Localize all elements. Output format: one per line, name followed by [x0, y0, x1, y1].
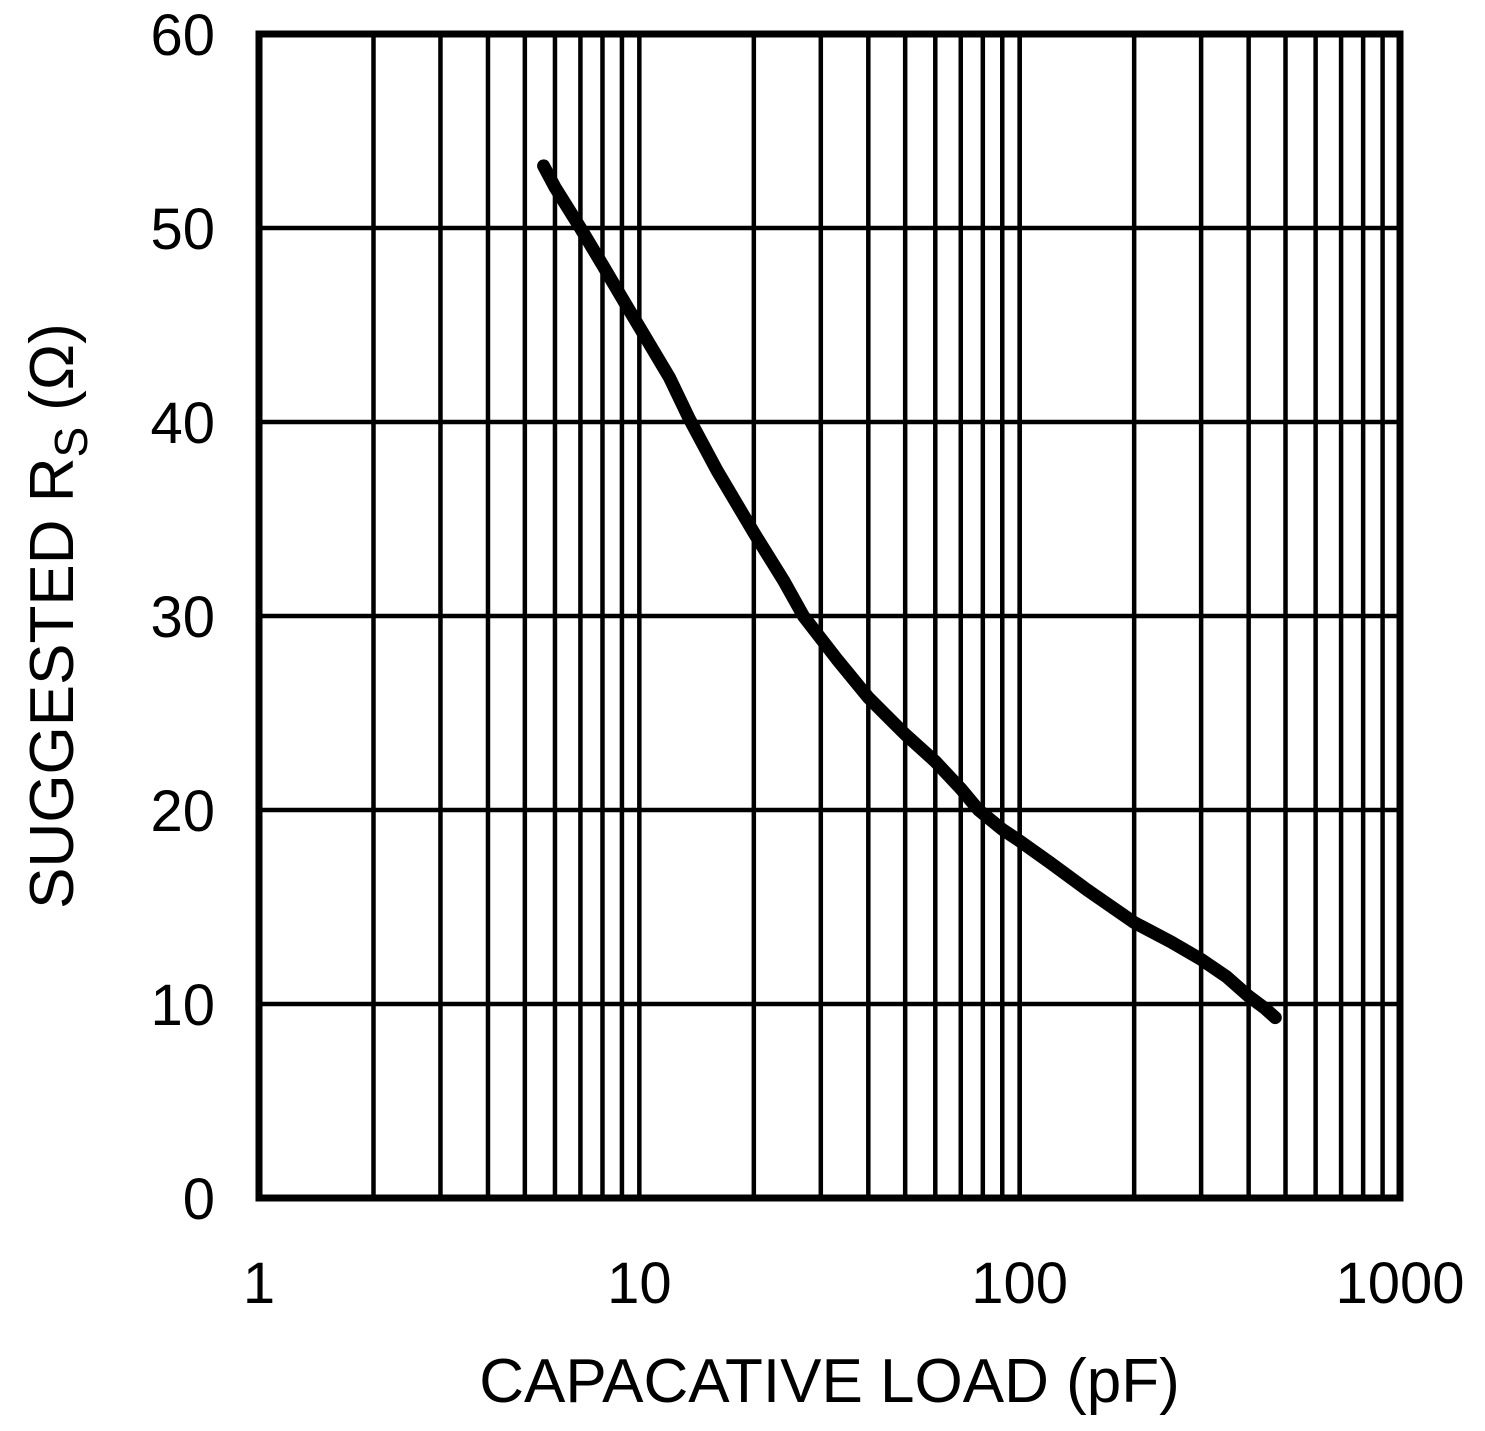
y-axis-title-subscript: S [45, 427, 97, 458]
y-axis-title-unit: (Ω) [18, 323, 87, 411]
y-tick-label-0: 0 [183, 1167, 215, 1232]
x-tick-label-100: 100 [971, 1251, 1068, 1316]
y-axis-tick-labels: 0 10 20 30 40 50 60 [150, 3, 215, 1232]
y-tick-label-60: 60 [150, 3, 215, 68]
y-tick-label-40: 40 [150, 391, 215, 456]
y-tick-label-50: 50 [150, 197, 215, 262]
curve-suggested-rs [537, 159, 1282, 1025]
y-tick-label-10: 10 [150, 973, 215, 1038]
y-tick-label-20: 20 [150, 779, 215, 844]
x-axis-tick-labels: 1 10 100 1000 [243, 1251, 1465, 1316]
x-tick-label-10: 10 [607, 1251, 672, 1316]
x-tick-label-1: 1 [243, 1251, 275, 1316]
y-axis-title: SUGGESTED RS (Ω) [18, 323, 97, 909]
horizontal-grid-lines [259, 225, 1400, 1007]
y-tick-label-30: 30 [150, 585, 215, 650]
x-axis-title: CAPACATIVE LOAD (pF) [479, 1347, 1180, 1416]
plot-border [255, 30, 1404, 1202]
vertical-grid-lines [371, 34, 1385, 1198]
y-axis-title-main: SUGGESTED R [18, 458, 87, 909]
x-tick-label-1000: 1000 [1335, 1251, 1464, 1316]
